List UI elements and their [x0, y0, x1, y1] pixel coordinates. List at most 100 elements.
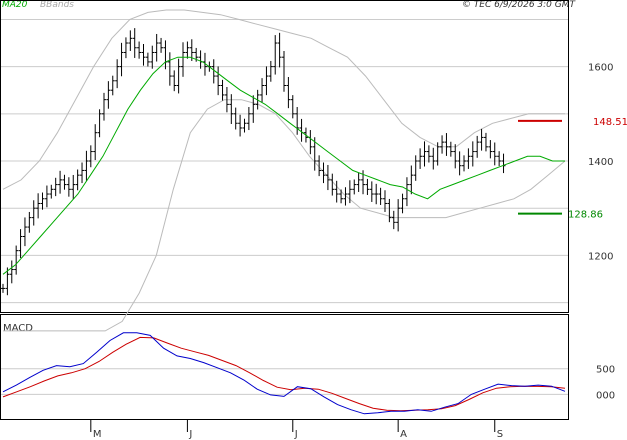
price-bar [321, 162, 326, 184]
macd-signal-line [2, 336, 566, 412]
price-bar [154, 33, 159, 62]
price-bar [62, 174, 67, 190]
price-bar [282, 50, 286, 92]
price-bar [431, 147, 436, 170]
price-bar [80, 162, 85, 184]
resistance-label: 148.51 [593, 117, 627, 128]
price-bar [224, 87, 229, 113]
price-bar [497, 151, 502, 167]
price-bar [233, 107, 238, 130]
price-bar [391, 210, 396, 230]
price-bar [488, 140, 493, 159]
price-bar [448, 141, 453, 157]
price-bar [150, 45, 155, 69]
price-bar [295, 107, 300, 135]
macd-panel-frame [0, 314, 569, 420]
price-bar [339, 189, 344, 204]
chart-timestamp: © TEC 6/9/2026 3:0 GMT [461, 0, 575, 10]
price-bar [101, 92, 106, 121]
price-bar [475, 135, 480, 158]
price-bar [409, 165, 414, 195]
x-tick-label: J [188, 429, 192, 440]
price-bar [31, 200, 36, 226]
price-bar [216, 66, 221, 96]
macd-y-tick-label: 000 [596, 390, 615, 401]
price-bar [286, 77, 291, 109]
price-bar [88, 145, 93, 168]
price-bar [343, 187, 348, 206]
price-bar [211, 59, 216, 84]
price-bar [137, 41, 142, 59]
price-bar [66, 177, 71, 197]
price-bar [435, 142, 440, 166]
price-bar [382, 190, 387, 212]
macd-title: MACD [3, 323, 33, 334]
x-tick-label: M [93, 429, 102, 440]
price-bar [18, 229, 23, 259]
price-bar [312, 137, 317, 171]
price-bar [492, 142, 497, 166]
price-bar [58, 170, 63, 194]
price-bar [317, 155, 322, 177]
price-bar [44, 185, 49, 208]
price-panel-frame [0, 0, 569, 313]
price-bar [374, 183, 379, 205]
price-bar [106, 81, 111, 109]
price-bar [400, 193, 405, 214]
price-bar [159, 37, 164, 53]
price-bar [347, 180, 352, 204]
x-tick-label: J [294, 429, 298, 440]
price-bar [462, 155, 467, 172]
price-bar [440, 135, 445, 154]
price-bar [422, 141, 427, 167]
support-label: 128.86 [568, 210, 603, 221]
price-bar [49, 184, 54, 199]
price-bar [369, 181, 374, 202]
price-bar [273, 35, 278, 75]
price-bar [53, 177, 58, 197]
price-bar [325, 164, 330, 191]
price-bar [246, 107, 251, 131]
price-bar [172, 70, 177, 92]
price-bar [97, 109, 102, 138]
price-bar [84, 150, 89, 181]
price-bar [145, 52, 150, 67]
price-bar [356, 172, 361, 192]
price-bar [466, 148, 471, 169]
price-bar [260, 78, 265, 103]
price-bar [132, 28, 137, 58]
price-y-tick-label: 1400 [588, 157, 613, 168]
price-bar [167, 52, 172, 86]
price-bar [365, 178, 370, 195]
price-bar [290, 95, 295, 119]
price-bar [163, 40, 168, 70]
bbands-lower-line [3, 99, 566, 332]
price-bar [387, 198, 392, 223]
price-y-tick-label: 1200 [588, 251, 613, 262]
price-bar [479, 128, 484, 151]
price-bar [27, 211, 32, 233]
price-bar [277, 32, 282, 68]
price-bar [14, 245, 19, 275]
price-bar [36, 193, 41, 219]
price-bar [40, 192, 45, 210]
price-bar [115, 59, 120, 89]
price-bar [198, 50, 203, 69]
x-tick-label: A [400, 429, 407, 440]
price-bar [308, 130, 313, 155]
macd-line [2, 332, 566, 415]
price-bar [9, 260, 14, 284]
price-bar [404, 177, 409, 207]
price-bar [110, 75, 115, 96]
price-y-tick-label: 1600 [588, 63, 613, 74]
price-bar [123, 37, 128, 59]
price-bar [334, 180, 339, 203]
price-bar [141, 43, 146, 66]
price-bar [22, 217, 27, 247]
price-bar [93, 124, 98, 161]
price-bar [396, 199, 401, 232]
x-tick-label: S [497, 429, 503, 440]
price-bar [128, 30, 133, 51]
